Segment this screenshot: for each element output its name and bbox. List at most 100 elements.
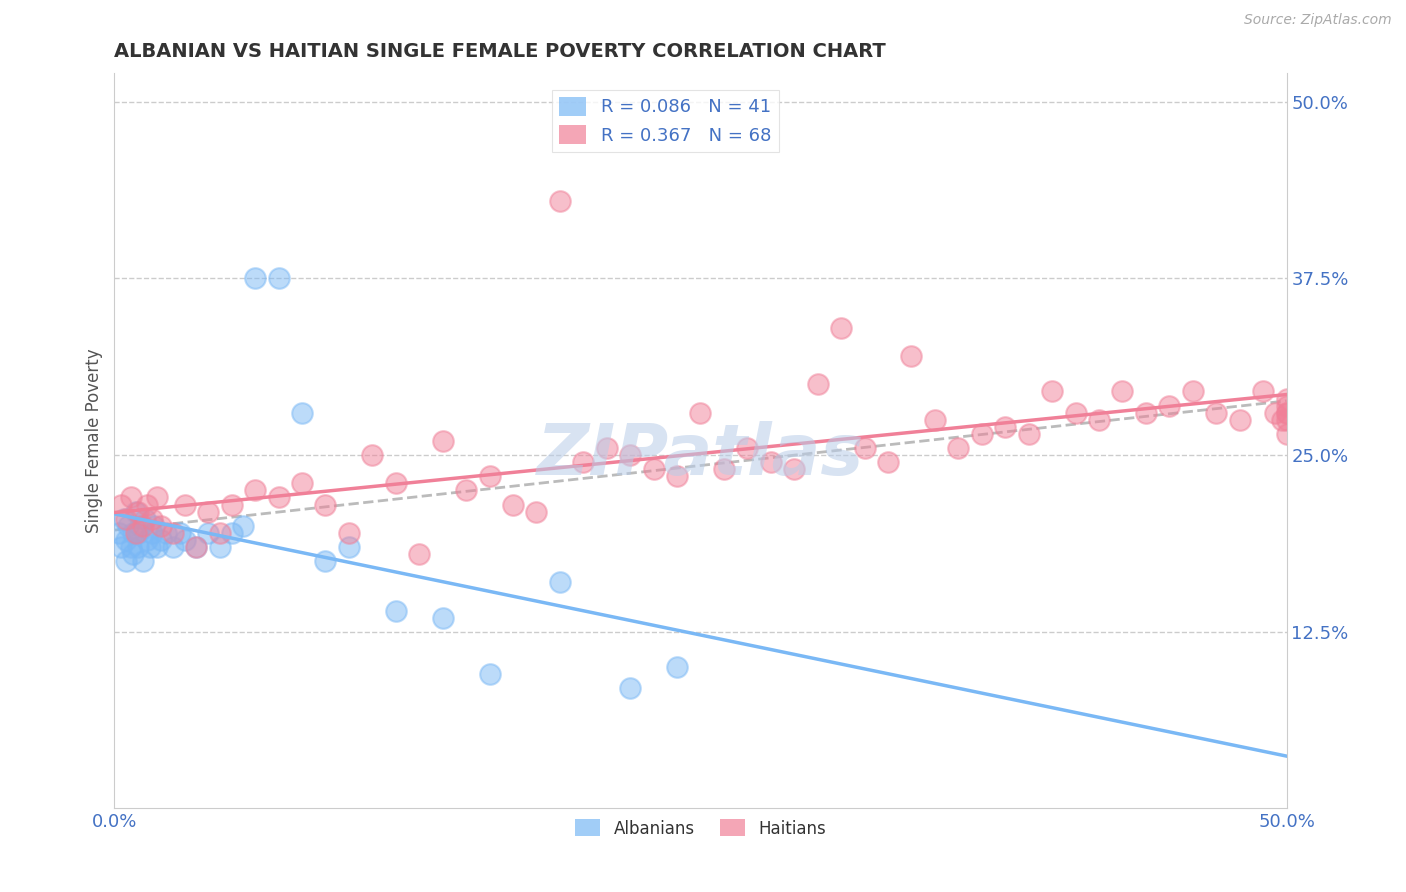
Point — [186, 540, 208, 554]
Point — [759, 455, 782, 469]
Point — [117, 518, 139, 533]
Point — [173, 533, 195, 547]
Point — [150, 533, 173, 547]
Point — [1040, 384, 1063, 399]
Point — [1018, 426, 1040, 441]
Point — [1064, 406, 1087, 420]
Point — [243, 271, 266, 285]
Point — [666, 660, 689, 674]
Text: Source: ZipAtlas.com: Source: ZipAtlas.com — [1244, 13, 1392, 28]
Point — [572, 455, 595, 469]
Point — [548, 194, 571, 208]
Point — [138, 540, 160, 554]
Point — [141, 525, 163, 540]
Point — [314, 554, 336, 568]
Point — [124, 505, 146, 519]
Point — [173, 498, 195, 512]
Point — [134, 511, 156, 525]
Point — [129, 518, 152, 533]
Point — [120, 540, 142, 554]
Point — [291, 476, 314, 491]
Point — [502, 498, 524, 512]
Point — [830, 321, 852, 335]
Point — [337, 525, 360, 540]
Point — [948, 441, 970, 455]
Point — [115, 554, 138, 568]
Point — [141, 511, 163, 525]
Point — [1088, 413, 1111, 427]
Point — [232, 518, 254, 533]
Text: ZIPatlas: ZIPatlas — [537, 421, 865, 490]
Point — [169, 525, 191, 540]
Point — [267, 271, 290, 285]
Point — [136, 498, 159, 512]
Point — [361, 448, 384, 462]
Point — [131, 518, 153, 533]
Point — [384, 476, 406, 491]
Point — [162, 540, 184, 554]
Point — [243, 483, 266, 498]
Point — [186, 540, 208, 554]
Point — [127, 525, 149, 540]
Point — [384, 603, 406, 617]
Point — [713, 462, 735, 476]
Point — [408, 547, 430, 561]
Point — [122, 547, 145, 561]
Point — [596, 441, 619, 455]
Point — [619, 681, 641, 696]
Point — [807, 377, 830, 392]
Point — [197, 525, 219, 540]
Legend: Albanians, Haitians: Albanians, Haitians — [568, 813, 832, 844]
Text: ALBANIAN VS HAITIAN SINGLE FEMALE POVERTY CORRELATION CHART: ALBANIAN VS HAITIAN SINGLE FEMALE POVERT… — [114, 42, 886, 61]
Point — [689, 406, 711, 420]
Point — [122, 525, 145, 540]
Point — [120, 491, 142, 505]
Point — [1275, 413, 1298, 427]
Point — [112, 511, 135, 525]
Point — [131, 554, 153, 568]
Point — [145, 540, 167, 554]
Point — [115, 533, 138, 547]
Point — [150, 518, 173, 533]
Point — [783, 462, 806, 476]
Point — [478, 667, 501, 681]
Point — [143, 518, 166, 533]
Point — [432, 434, 454, 448]
Point — [1251, 384, 1274, 399]
Point — [337, 540, 360, 554]
Point — [208, 540, 231, 554]
Point — [221, 525, 243, 540]
Point — [1275, 392, 1298, 406]
Point — [1264, 406, 1286, 420]
Point — [108, 525, 131, 540]
Point — [924, 413, 946, 427]
Point — [666, 469, 689, 483]
Point — [136, 533, 159, 547]
Point — [221, 498, 243, 512]
Point — [291, 406, 314, 420]
Point — [900, 349, 922, 363]
Point — [1205, 406, 1227, 420]
Point — [267, 491, 290, 505]
Point — [1275, 406, 1298, 420]
Point — [145, 491, 167, 505]
Point — [110, 540, 132, 554]
Point — [1135, 406, 1157, 420]
Point — [619, 448, 641, 462]
Point — [314, 498, 336, 512]
Point — [1275, 399, 1298, 413]
Point — [994, 419, 1017, 434]
Point — [197, 505, 219, 519]
Point — [432, 610, 454, 624]
Point — [1271, 413, 1294, 427]
Point — [115, 511, 138, 525]
Point — [127, 540, 149, 554]
Point — [162, 525, 184, 540]
Point — [110, 498, 132, 512]
Point — [737, 441, 759, 455]
Point — [1275, 426, 1298, 441]
Point — [1159, 399, 1181, 413]
Point — [643, 462, 665, 476]
Point — [877, 455, 900, 469]
Point — [1111, 384, 1133, 399]
